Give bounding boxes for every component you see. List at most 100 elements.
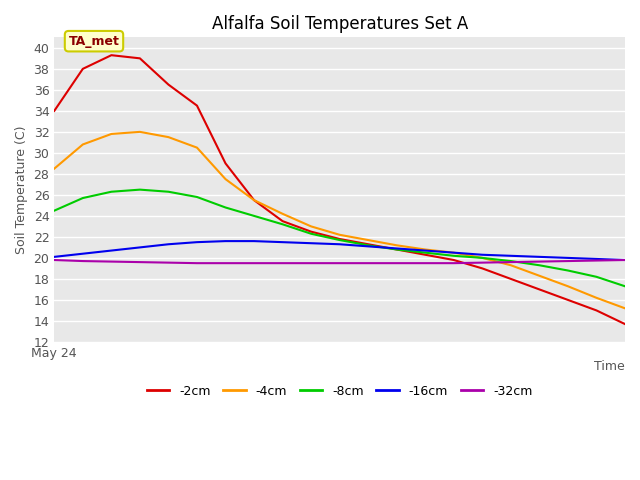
-8cm [621, 283, 629, 289]
-16cm [336, 241, 344, 247]
-16cm [393, 246, 401, 252]
-16cm [479, 252, 486, 258]
-2cm [336, 236, 344, 242]
Legend: -2cm, -4cm, -8cm, -16cm, -32cm: -2cm, -4cm, -8cm, -16cm, -32cm [141, 380, 538, 403]
-8cm [421, 250, 429, 255]
-16cm [564, 255, 572, 261]
-2cm [250, 197, 258, 203]
-4cm [479, 255, 486, 261]
-8cm [164, 189, 172, 194]
-4cm [79, 142, 86, 147]
-32cm [136, 259, 144, 265]
-2cm [193, 103, 201, 108]
-2cm [564, 297, 572, 303]
Text: Time: Time [595, 360, 625, 373]
-2cm [393, 247, 401, 252]
-8cm [479, 255, 486, 261]
-8cm [393, 247, 401, 252]
-32cm [51, 257, 58, 263]
-16cm [450, 250, 458, 255]
-32cm [250, 260, 258, 266]
-32cm [108, 259, 115, 264]
-4cm [593, 295, 600, 300]
-16cm [593, 256, 600, 262]
-4cm [621, 305, 629, 311]
-8cm [193, 194, 201, 200]
-32cm [221, 260, 229, 266]
-8cm [51, 208, 58, 214]
-8cm [564, 268, 572, 274]
-4cm [279, 211, 287, 216]
-16cm [421, 248, 429, 253]
-16cm [250, 238, 258, 244]
-32cm [536, 259, 543, 264]
-4cm [507, 263, 515, 268]
-8cm [307, 231, 315, 237]
Text: TA_met: TA_met [68, 35, 120, 48]
-16cm [79, 251, 86, 257]
-16cm [221, 238, 229, 244]
-4cm [136, 129, 144, 135]
-2cm [479, 265, 486, 271]
Y-axis label: Soil Temperature (C): Soil Temperature (C) [15, 125, 28, 254]
-32cm [307, 260, 315, 266]
-8cm [136, 187, 144, 192]
-4cm [193, 145, 201, 151]
-32cm [79, 258, 86, 264]
-2cm [307, 229, 315, 235]
-4cm [307, 224, 315, 229]
-16cm [507, 253, 515, 259]
-2cm [621, 321, 629, 327]
-32cm [564, 258, 572, 264]
-32cm [593, 258, 600, 264]
-4cm [336, 232, 344, 238]
-4cm [564, 283, 572, 289]
-16cm [279, 239, 287, 245]
-16cm [108, 248, 115, 253]
-4cm [51, 166, 58, 171]
-32cm [364, 260, 372, 266]
-8cm [79, 195, 86, 201]
-16cm [164, 241, 172, 247]
-4cm [108, 131, 115, 137]
-4cm [364, 237, 372, 243]
-4cm [536, 273, 543, 279]
-32cm [336, 260, 344, 266]
-2cm [136, 56, 144, 61]
-32cm [164, 260, 172, 265]
-4cm [164, 134, 172, 140]
-8cm [108, 189, 115, 194]
-32cm [193, 260, 201, 266]
-8cm [593, 274, 600, 280]
-32cm [393, 260, 401, 266]
-16cm [136, 244, 144, 250]
-2cm [279, 218, 287, 224]
-2cm [421, 252, 429, 258]
-2cm [593, 308, 600, 313]
-2cm [450, 257, 458, 263]
-2cm [51, 108, 58, 114]
-8cm [507, 258, 515, 264]
-2cm [164, 82, 172, 87]
-4cm [450, 250, 458, 255]
-2cm [507, 276, 515, 282]
-32cm [621, 257, 629, 263]
-8cm [250, 213, 258, 219]
-16cm [307, 240, 315, 246]
-2cm [108, 52, 115, 58]
-16cm [364, 243, 372, 249]
-2cm [536, 287, 543, 292]
-8cm [536, 263, 543, 268]
Line: -8cm: -8cm [54, 190, 625, 286]
Line: -2cm: -2cm [54, 55, 625, 324]
-4cm [393, 242, 401, 248]
Title: Alfalfa Soil Temperatures Set A: Alfalfa Soil Temperatures Set A [212, 15, 468, 33]
Line: -4cm: -4cm [54, 132, 625, 308]
-8cm [364, 242, 372, 248]
-32cm [279, 260, 287, 266]
-16cm [621, 257, 629, 263]
-8cm [279, 221, 287, 227]
-32cm [421, 260, 429, 266]
-4cm [421, 247, 429, 252]
Line: -16cm: -16cm [54, 241, 625, 260]
